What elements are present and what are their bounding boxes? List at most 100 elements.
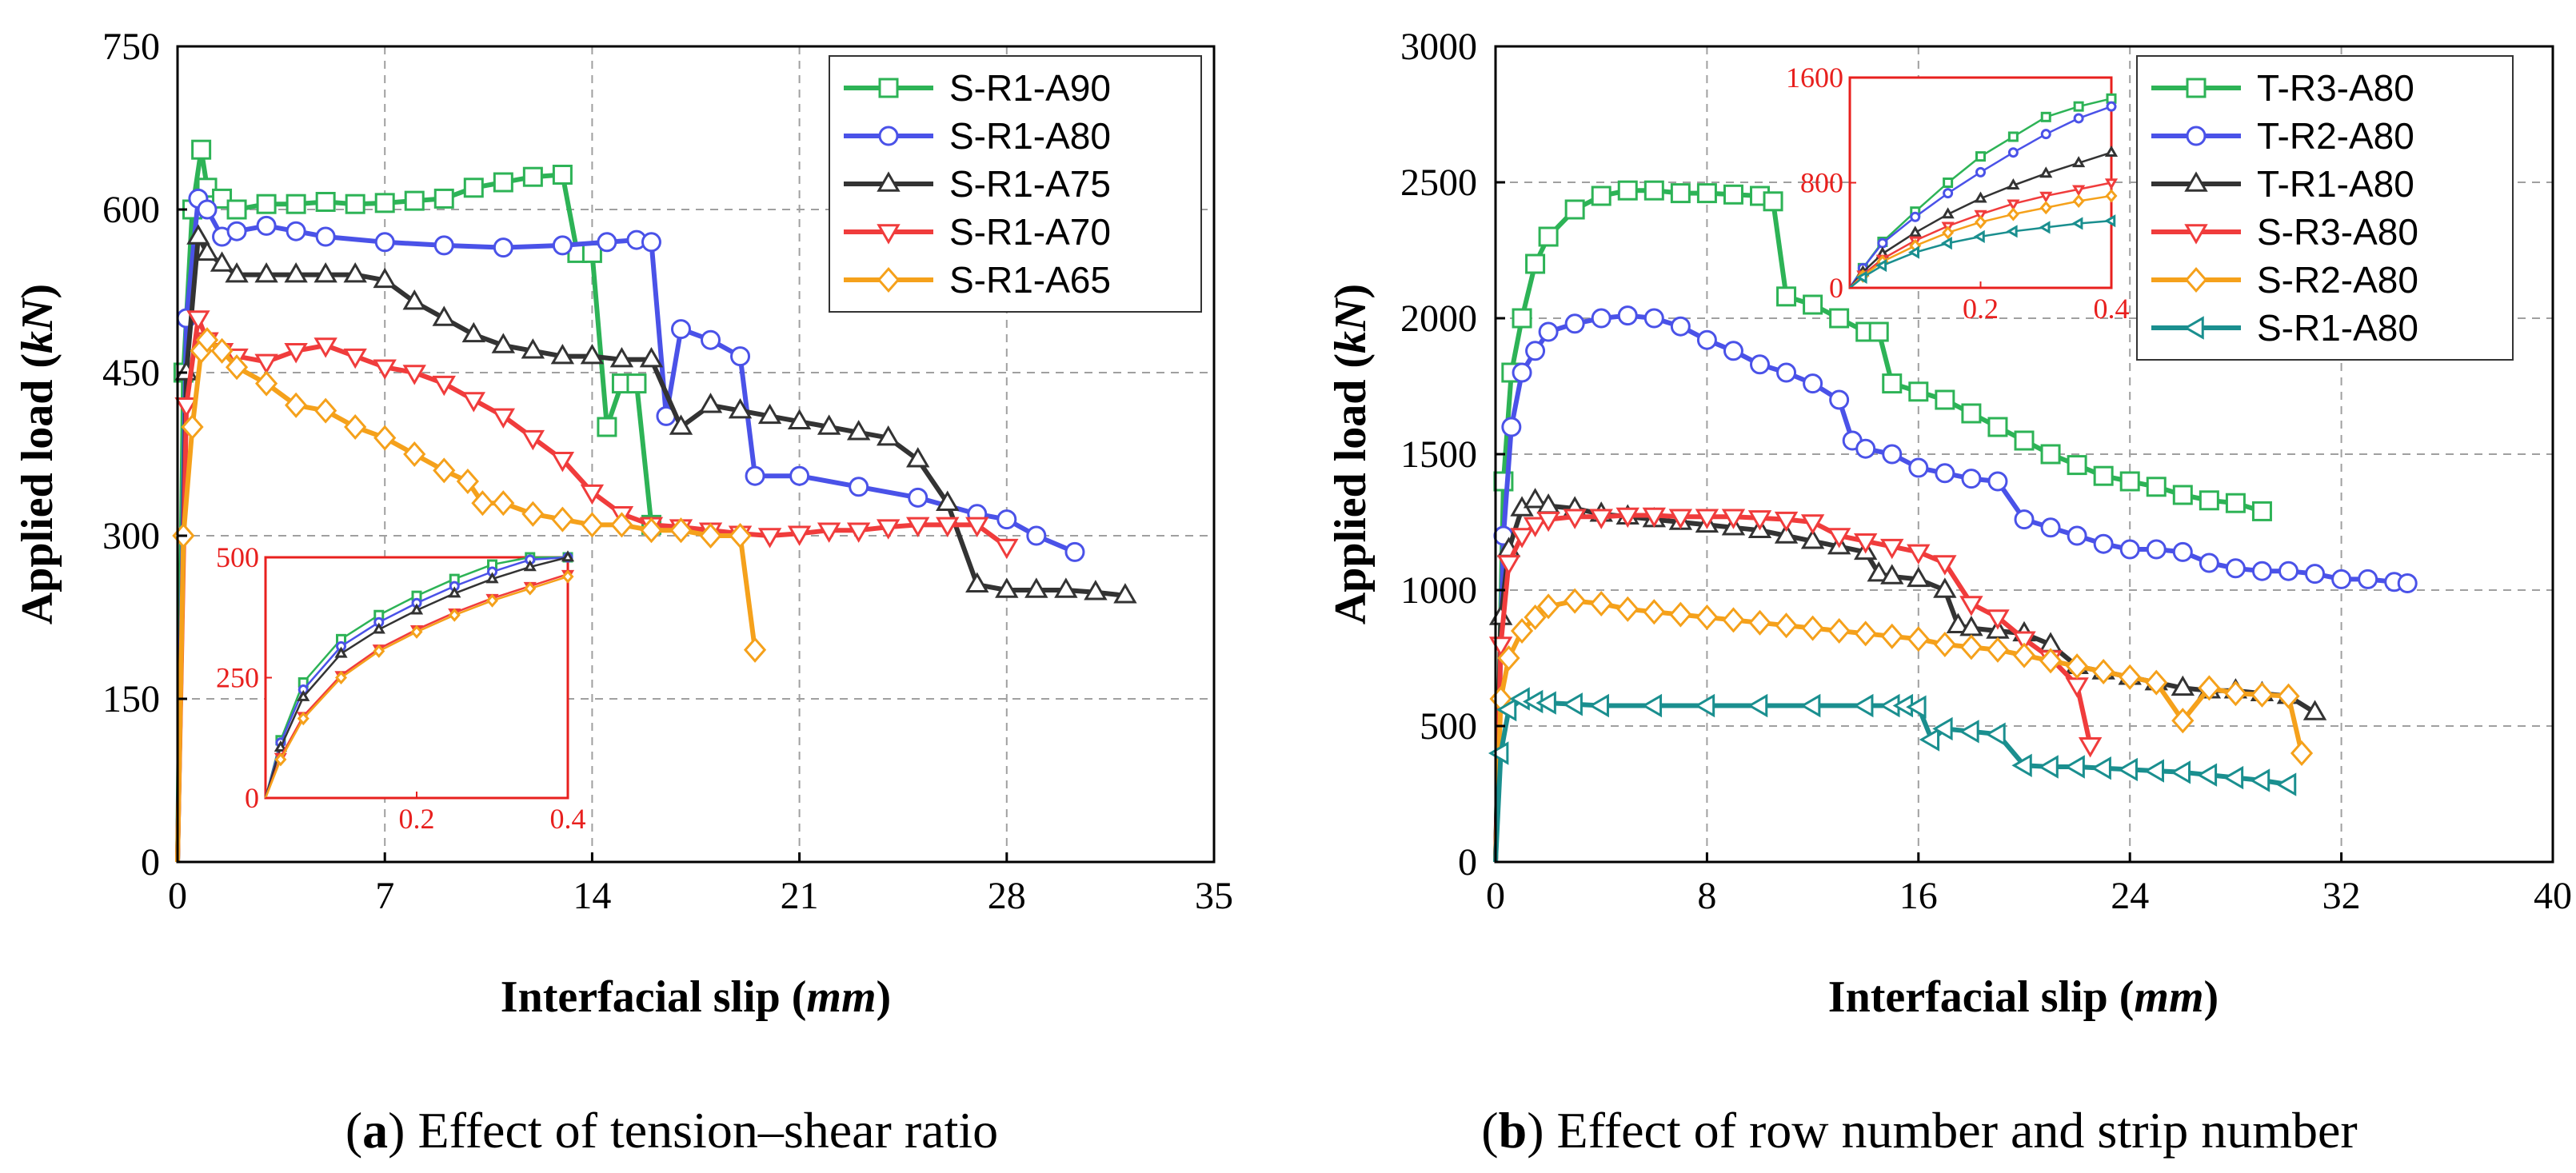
inset-series-line xyxy=(1849,182,2112,289)
x-tick-label: 0 xyxy=(168,875,187,917)
y-axis-label: Applied load (kN) xyxy=(13,284,62,624)
data-point xyxy=(1853,533,1878,554)
data-point xyxy=(1867,561,1891,582)
legend-label: T-R1-A80 xyxy=(2257,163,2414,205)
inset-data-point xyxy=(409,603,424,615)
inset-data-point xyxy=(297,712,310,726)
data-point xyxy=(374,193,395,213)
data-point xyxy=(491,408,516,429)
data-point xyxy=(1853,693,1874,718)
inset-data-point xyxy=(2104,178,2119,190)
inset-data-point xyxy=(524,581,537,596)
inset-data-point xyxy=(1975,151,1986,162)
inset-data-point xyxy=(2007,178,2020,190)
data-point xyxy=(1064,541,1085,562)
inset-y-tick-label: 500 xyxy=(216,541,259,573)
data-point xyxy=(2078,737,2103,758)
data-point xyxy=(1564,199,1585,220)
inset-data-point xyxy=(561,569,574,584)
data-point xyxy=(641,232,661,253)
data-point xyxy=(210,251,234,272)
data-point xyxy=(1615,507,1639,529)
legend-swatch-marker xyxy=(2184,224,2208,245)
data-point xyxy=(1908,381,1929,402)
y-tick-label: 2000 xyxy=(1400,297,1477,340)
legend-swatch-marker xyxy=(2186,126,2207,146)
data-point xyxy=(2249,768,2270,792)
data-point xyxy=(906,517,930,538)
data-point xyxy=(2146,539,2167,560)
data-point xyxy=(314,261,337,283)
inset-data-point xyxy=(1908,245,1919,259)
data-point xyxy=(1084,580,1108,600)
legend-swatch-marker xyxy=(877,266,901,293)
inset-data-point xyxy=(274,740,288,752)
chart-b: 0 8 16 24 32 40 0 500 1000 1500 2000 2500 3000 Interf… xyxy=(1326,26,2572,1022)
data-point xyxy=(521,501,545,527)
data-point xyxy=(2290,740,2314,767)
data-point xyxy=(1501,417,1522,437)
legend-label: S-R1-A70 xyxy=(949,211,1111,253)
data-point xyxy=(1775,612,1798,639)
x-tick-label: 28 xyxy=(988,875,1026,917)
data-point xyxy=(285,392,308,418)
data-point xyxy=(254,261,278,283)
inset-series-line xyxy=(1849,194,2112,289)
data-point xyxy=(461,392,485,413)
data-point xyxy=(1669,601,1692,628)
data-point xyxy=(1933,555,1957,576)
caption-b: (b) Effect of row number and strip numbe… xyxy=(1481,1102,2357,1159)
inset-data-point xyxy=(2072,185,2086,197)
data-point xyxy=(2331,569,2352,589)
data-point xyxy=(876,519,901,540)
legend-label: S-R1-A90 xyxy=(949,67,1111,109)
data-point xyxy=(1588,693,1609,718)
data-point xyxy=(728,397,753,419)
data-point xyxy=(730,346,751,367)
x-axis-label: Interfacial slip (mm) xyxy=(501,972,891,1022)
data-point xyxy=(2119,539,2140,560)
data-point xyxy=(1907,626,1930,652)
data-point xyxy=(1590,590,1613,617)
data-point xyxy=(1695,509,1719,529)
inset-series-line xyxy=(264,573,569,799)
legend-swatch-marker xyxy=(2184,171,2208,192)
inset-data-point xyxy=(2039,221,2051,234)
data-point xyxy=(1882,373,1903,394)
data-point xyxy=(817,522,841,543)
data-point xyxy=(2198,675,2221,701)
data-point xyxy=(1616,596,1639,622)
series-S-R1-A70 xyxy=(174,310,1019,863)
inset-data-point xyxy=(1940,237,1952,250)
inset-data-point xyxy=(373,644,385,658)
x-tick-label: 16 xyxy=(1899,875,1938,917)
data-point xyxy=(521,429,545,451)
legend-swatch-marker xyxy=(2183,316,2204,340)
y-tick-label: 1500 xyxy=(1400,433,1477,476)
series-T-R2-A80 xyxy=(1493,305,2418,863)
data-point xyxy=(1694,693,1715,718)
legend-box xyxy=(2136,55,2514,361)
data-point xyxy=(2358,569,2378,589)
data-point xyxy=(493,237,513,258)
inset-data-point xyxy=(448,586,461,598)
data-point xyxy=(2119,664,2142,690)
data-point xyxy=(965,572,989,592)
data-point xyxy=(225,354,249,381)
legend-label: S-R1-A80 xyxy=(2257,307,2418,349)
data-point xyxy=(521,338,545,359)
data-point xyxy=(669,517,693,544)
inset: 0.2 0.4 0 800 1600 xyxy=(1786,62,2130,325)
inset-series-line xyxy=(264,556,569,799)
data-point xyxy=(1932,716,1953,741)
data-point xyxy=(669,414,693,435)
data-point xyxy=(195,240,219,261)
inset-data-point xyxy=(1942,225,1955,240)
data-point xyxy=(1935,463,1955,484)
data-point xyxy=(2067,525,2087,546)
data-point xyxy=(286,194,306,214)
data-point xyxy=(1488,741,1509,765)
data-point xyxy=(314,337,337,358)
x-tick-label: 32 xyxy=(2322,875,2361,917)
